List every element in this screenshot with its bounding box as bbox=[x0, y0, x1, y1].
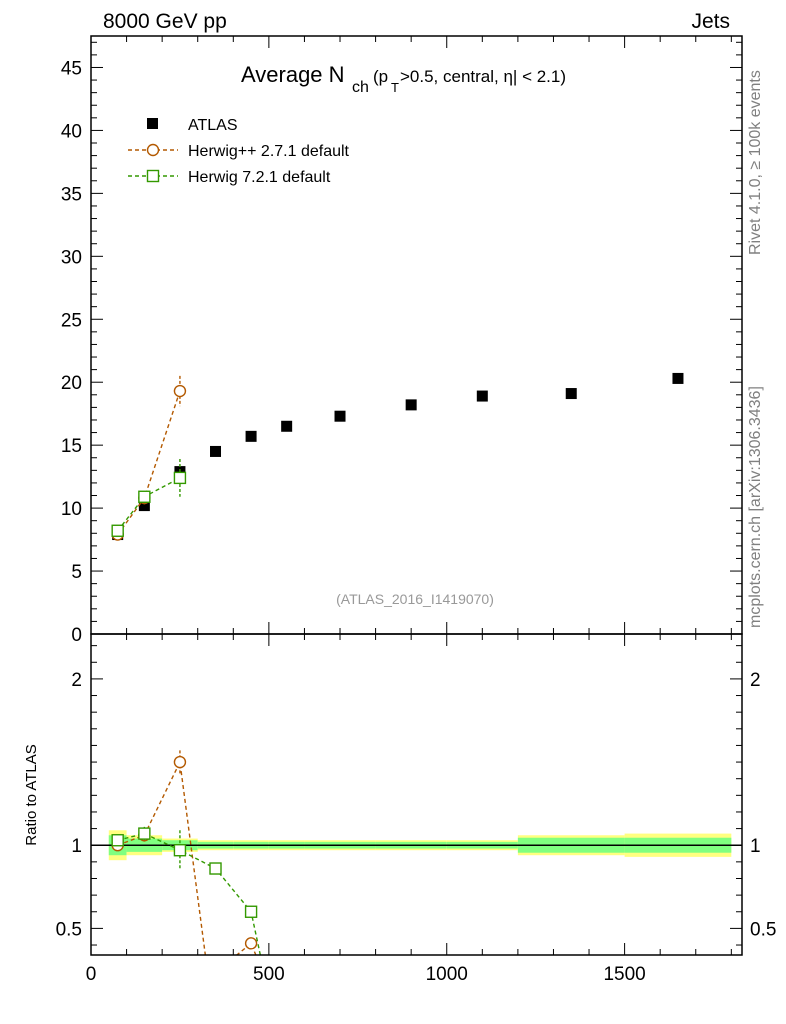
herwig7-point bbox=[173, 471, 187, 485]
y-tick-label-main: 0 bbox=[71, 625, 82, 646]
title-paren-rest: >0.5, central, η| < 2.1) bbox=[400, 67, 566, 86]
watermark: (ATLAS_2016_I1419070) bbox=[336, 591, 494, 607]
herwigpp-ratio-point bbox=[173, 755, 187, 769]
herwig7-point bbox=[138, 490, 151, 503]
axes: 0 500 1000 1500 0 5 10 15 20 25 30 35 40 45 0.5 0.5 1 1 2 2 bbox=[56, 35, 776, 985]
y-tick-label-ratio: 1 bbox=[71, 836, 82, 857]
y-tick-label-ratio-right: 2 bbox=[750, 670, 761, 691]
atlas-point bbox=[281, 420, 293, 432]
x-tick-label: 1500 bbox=[603, 964, 645, 985]
legend-marker-herwigpp bbox=[146, 143, 160, 157]
herwig7-point bbox=[111, 524, 124, 537]
title-sub-t: T bbox=[391, 80, 399, 95]
chart-title: Average N ch (p T >0.5, central, η| < 2.… bbox=[241, 62, 566, 96]
herwig7-ratio-point bbox=[173, 844, 187, 857]
herwigpp-line bbox=[117, 390, 181, 535]
x-tick-label: 1000 bbox=[426, 964, 468, 985]
legend-marker-atlas bbox=[147, 118, 158, 129]
y-tick-label-main: 5 bbox=[71, 562, 82, 583]
y-tick-label-main: 40 bbox=[61, 121, 82, 142]
herwig7-ratio-point bbox=[244, 905, 258, 918]
x-tick-label: 0 bbox=[86, 964, 97, 985]
herwig7-ratio-point bbox=[111, 834, 124, 847]
atlas-point bbox=[138, 500, 150, 512]
ratio-frame bbox=[90, 633, 743, 956]
y-tick-label-ratio-right: 0.5 bbox=[750, 919, 776, 940]
legend-label-herwig7: Herwig 7.2.1 default bbox=[188, 169, 331, 186]
ratio-plot-area bbox=[91, 750, 742, 955]
y-tick-label-main: 20 bbox=[61, 373, 82, 394]
title-paren-open: (p bbox=[373, 67, 388, 86]
atlas-point bbox=[210, 445, 222, 457]
legend: ATLAS Herwig++ 2.7.1 default Herwig 7.2.… bbox=[128, 117, 350, 186]
y-tick-label-ratio: 2 bbox=[71, 670, 82, 691]
legend-label-herwigpp: Herwig++ 2.7.1 default bbox=[188, 143, 350, 160]
herwigpp-point bbox=[173, 384, 187, 398]
header-right: Jets bbox=[691, 10, 730, 33]
atlas-point bbox=[672, 372, 684, 384]
legend-marker-herwig7 bbox=[146, 169, 160, 183]
ratio-ylabel: Ratio to ATLAS bbox=[23, 744, 40, 845]
herwig7-ratio-point bbox=[209, 862, 222, 875]
atlas-point bbox=[405, 399, 417, 411]
y-tick-label-main: 10 bbox=[61, 499, 82, 520]
y-tick-label-main: 30 bbox=[61, 247, 82, 268]
herwigpp-ratio-point bbox=[244, 937, 258, 950]
mcplots-label: mcplots.cern.ch [arXiv:1306.3436] bbox=[747, 386, 764, 628]
title-sub-ch: ch bbox=[352, 79, 369, 96]
atlas-point bbox=[476, 390, 488, 402]
atlas-point bbox=[245, 430, 257, 442]
y-tick-label-ratio-right: 1 bbox=[750, 836, 761, 857]
legend-label-atlas: ATLAS bbox=[188, 117, 238, 134]
x-tick-label: 500 bbox=[253, 964, 285, 985]
atlas-point bbox=[565, 388, 577, 400]
herwig7-ratio-point bbox=[138, 827, 151, 840]
atlas-point bbox=[334, 410, 346, 422]
herwigpp-ratio-line bbox=[117, 759, 257, 955]
y-tick-label-ratio: 0.5 bbox=[56, 919, 82, 940]
y-tick-label-main: 45 bbox=[61, 58, 82, 79]
title-main: Average N bbox=[241, 62, 345, 87]
y-tick-label-main: 15 bbox=[61, 436, 82, 457]
rivet-label: Rivet 4.1.0, ≥ 100k events bbox=[747, 70, 764, 255]
main-plot-area bbox=[111, 372, 684, 541]
header-left: 8000 GeV pp bbox=[103, 10, 227, 33]
y-tick-label-main: 35 bbox=[61, 184, 82, 205]
y-tick-label-main: 25 bbox=[61, 310, 82, 331]
